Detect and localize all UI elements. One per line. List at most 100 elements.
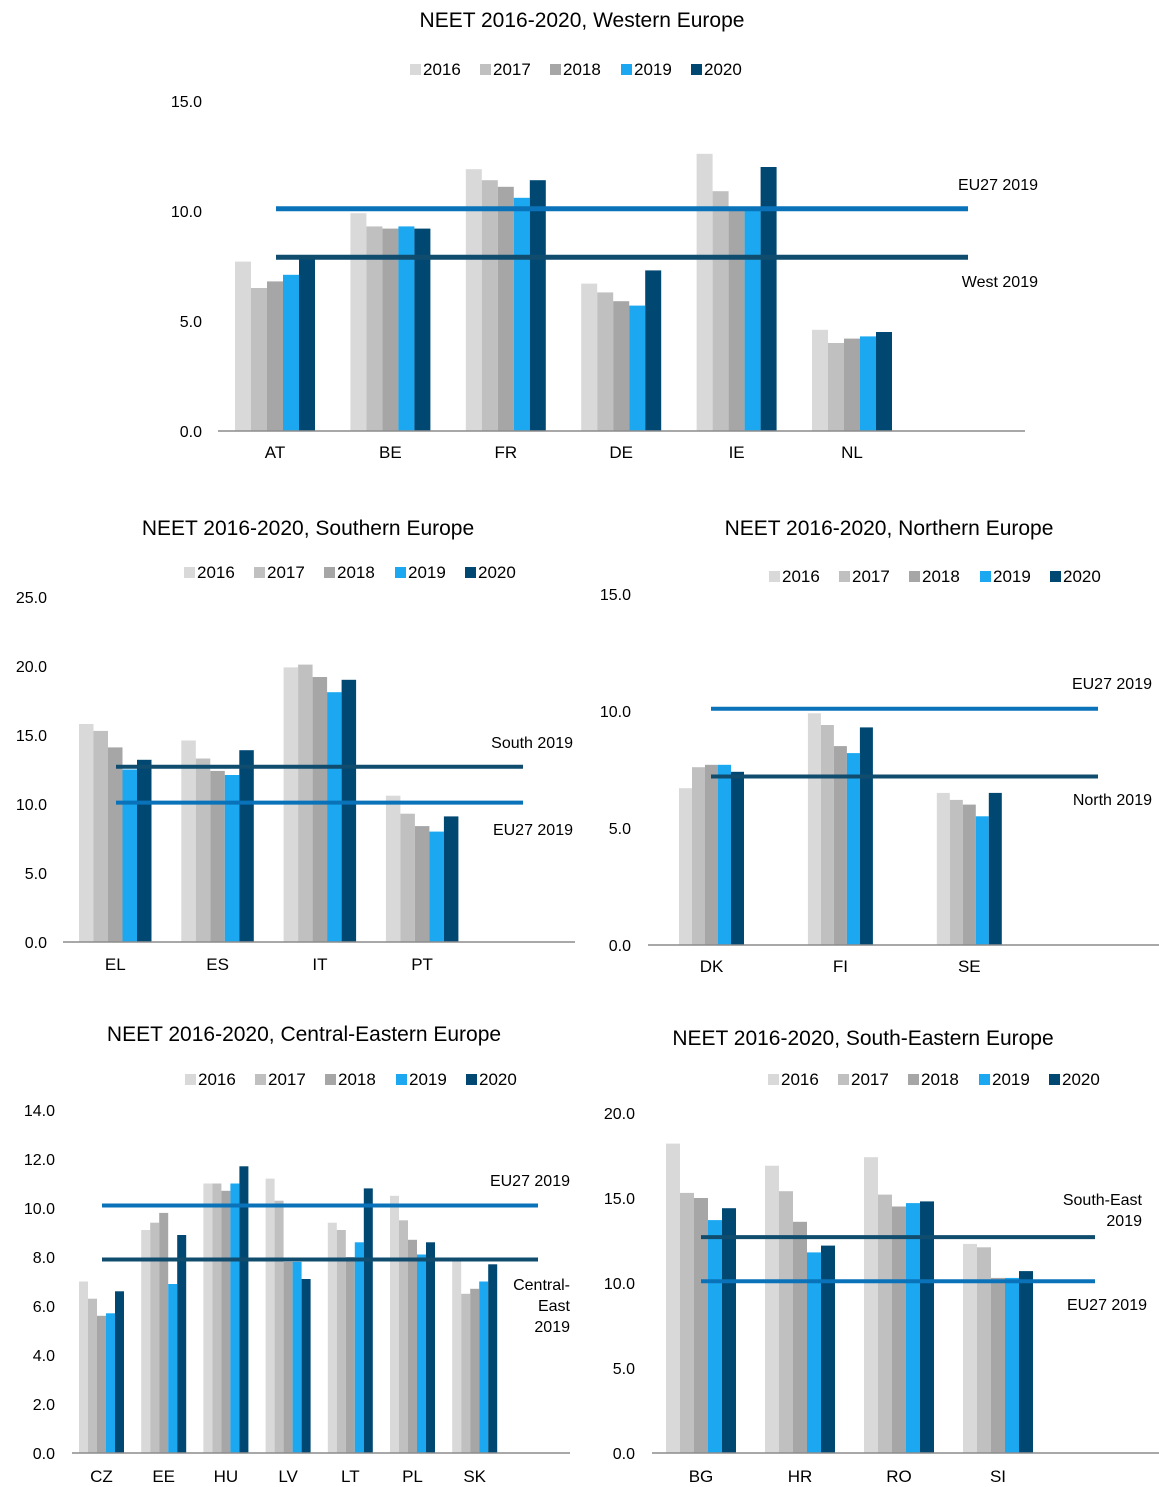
y-axis-ticks: 0.0 5.0 10.0 15.0 20.0 xyxy=(604,1106,635,1463)
bar-hu-2016 xyxy=(203,1183,213,1453)
y-tick-label: 15.0 xyxy=(604,1191,635,1208)
bar-at-2016 xyxy=(235,261,251,431)
bar-nl-2016 xyxy=(812,329,828,431)
y-tick-label: 14.0 xyxy=(24,1103,55,1120)
bar-ee-2020 xyxy=(177,1235,187,1453)
reference-label-north-2019: North 2019 xyxy=(1073,792,1152,809)
reference-lines xyxy=(102,1203,538,1262)
bar-at-2020 xyxy=(299,255,315,431)
bars xyxy=(666,1143,1033,1453)
bar-be-2017 xyxy=(366,226,383,431)
bar-pt-2016 xyxy=(385,795,401,942)
y-tick-label: 0.0 xyxy=(33,1446,55,1463)
chart-south-eastern-europe: NEET 2016-2020, South-Eastern Europe 201… xyxy=(604,1027,1159,1486)
bar-de-2017 xyxy=(597,292,614,431)
bar-ie-2016 xyxy=(696,153,713,432)
bar-cz-2018 xyxy=(97,1315,106,1453)
reference-label-eu27-2019: EU27 2019 xyxy=(1067,1297,1147,1314)
y-tick-label: 20.0 xyxy=(16,659,47,676)
legend-swatch-2020 xyxy=(1050,571,1061,582)
bar-ee-2016 xyxy=(141,1230,151,1453)
bar-fr-2018 xyxy=(497,186,514,431)
bar-si-2020 xyxy=(1019,1271,1033,1453)
legend-swatch-2019 xyxy=(979,1074,990,1085)
bar-pt-2017 xyxy=(400,813,415,942)
legend-swatch-2019 xyxy=(396,1074,407,1085)
bar-el-2019 xyxy=(122,769,137,942)
y-tick-label: 25.0 xyxy=(16,590,47,607)
reference-label-west-2019: West 2019 xyxy=(962,274,1038,291)
bar-hu-2020 xyxy=(239,1166,249,1453)
y-tick-label: 5.0 xyxy=(25,866,47,883)
bar-dk-2020 xyxy=(731,771,744,945)
bar-cz-2016 xyxy=(79,1281,88,1453)
y-tick-label: 5.0 xyxy=(609,821,631,838)
bar-it-2020 xyxy=(341,679,357,942)
x-tick-label-at: AT xyxy=(265,443,285,462)
x-axis-labels: DK FI SE xyxy=(700,957,981,976)
legend-label-2018: 2018 xyxy=(921,1070,959,1089)
legend-swatch-2018 xyxy=(325,1074,336,1085)
reference-label-eu27-2019: EU27 2019 xyxy=(493,822,573,839)
bar-lt-2020 xyxy=(363,1188,373,1453)
chart-western-europe: NEET 2016-2020, Western Europe 2016 2017… xyxy=(171,9,1038,462)
x-axis-labels: AT BE FR DE IE NL xyxy=(265,443,863,462)
bar-si-2019 xyxy=(1005,1277,1019,1453)
legend: 2016 2017 2018 2019 2020 xyxy=(185,1070,517,1089)
chart-southern-europe: NEET 2016-2020, Southern Europe 2016 201… xyxy=(16,517,575,974)
reference-label-central-east-line2: East xyxy=(538,1298,571,1315)
legend: 2016 2017 2018 2019 2020 xyxy=(410,60,742,79)
bar-ee-2019 xyxy=(168,1284,178,1453)
reference-label-eu27-2019: EU27 2019 xyxy=(490,1173,570,1190)
bar-ee-2018 xyxy=(159,1212,169,1453)
legend-label-2016: 2016 xyxy=(781,1070,819,1089)
bar-nl-2017 xyxy=(828,343,844,431)
x-tick-label-cz: CZ xyxy=(90,1467,113,1486)
legend-label-2019: 2019 xyxy=(993,567,1031,586)
bar-lv-2020 xyxy=(301,1279,311,1453)
chart-title: NEET 2016-2020, South-Eastern Europe xyxy=(672,1027,1053,1050)
x-tick-label-nl: NL xyxy=(841,443,863,462)
y-axis-ticks: 0.0 5.0 10.0 15.0 20.0 25.0 xyxy=(16,590,47,952)
legend-swatch-2017 xyxy=(254,567,265,578)
bar-pl-2017 xyxy=(399,1220,408,1454)
bar-de-2016 xyxy=(581,283,598,431)
x-tick-label-it: IT xyxy=(312,955,327,974)
reference-label-central-east-line1: Central- xyxy=(513,1277,570,1294)
legend-swatch-2016 xyxy=(410,64,421,75)
x-axis-labels: CZ EE HU LV LT PL SK xyxy=(90,1467,487,1486)
bar-lt-2019 xyxy=(354,1242,364,1453)
bar-lt-2017 xyxy=(336,1230,346,1453)
bar-hu-2019 xyxy=(230,1183,240,1453)
y-tick-label: 15.0 xyxy=(600,587,631,604)
legend-label-2020: 2020 xyxy=(1062,1070,1100,1089)
x-tick-label-bg: BG xyxy=(689,1467,714,1486)
legend-label-2017: 2017 xyxy=(268,1070,306,1089)
legend-label-2017: 2017 xyxy=(267,563,305,582)
legend-label-2018: 2018 xyxy=(922,567,960,586)
x-tick-label-lv: LV xyxy=(278,1467,298,1486)
reference-lines xyxy=(701,1235,1095,1284)
bar-fi-2017 xyxy=(820,725,834,945)
y-axis-ticks: 0.0 2.0 4.0 6.0 8.0 10.0 12.0 14.0 xyxy=(24,1103,55,1463)
bar-dk-2019 xyxy=(718,764,731,945)
bar-lv-2019 xyxy=(292,1261,302,1453)
bar-sk-2018 xyxy=(470,1288,480,1453)
y-tick-label: 0.0 xyxy=(613,1446,635,1463)
bar-pl-2019 xyxy=(417,1254,426,1453)
bar-ie-2017 xyxy=(712,191,729,431)
legend-swatch-2016 xyxy=(184,567,195,578)
x-tick-label-hu: HU xyxy=(214,1467,239,1486)
bar-si-2018 xyxy=(991,1277,1005,1453)
bar-bg-2016 xyxy=(666,1143,680,1453)
bar-ro-2016 xyxy=(864,1157,878,1453)
legend-swatch-2017 xyxy=(838,1074,849,1085)
bar-lt-2016 xyxy=(327,1222,337,1453)
bar-pt-2019 xyxy=(429,831,444,942)
y-tick-label: 10.0 xyxy=(171,204,202,221)
bars xyxy=(79,1166,498,1454)
x-tick-label-es: ES xyxy=(206,955,229,974)
y-tick-label: 20.0 xyxy=(604,1106,635,1123)
x-tick-label-pl: PL xyxy=(402,1467,423,1486)
